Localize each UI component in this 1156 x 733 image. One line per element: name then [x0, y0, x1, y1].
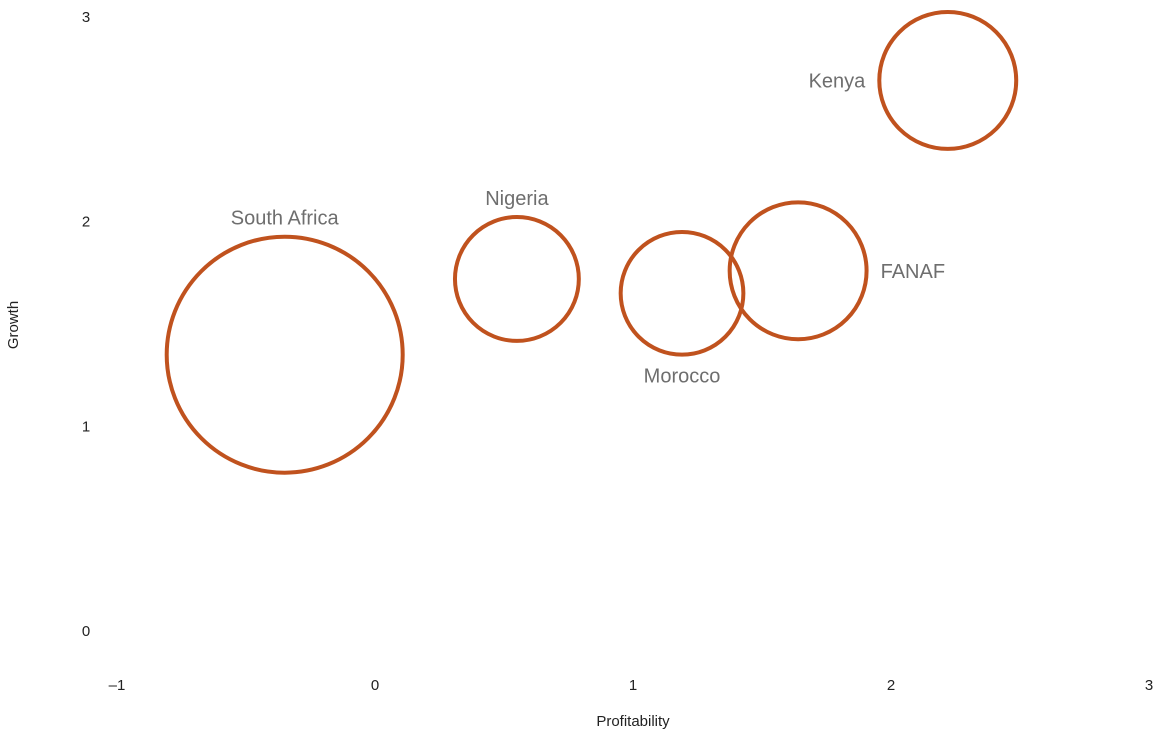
x-axis-title: Profitability	[596, 713, 670, 730]
x-tick-label: 1	[629, 677, 637, 694]
bubble	[164, 234, 405, 475]
y-tick-label: 2	[82, 214, 90, 231]
y-tick-label: 1	[82, 418, 90, 435]
y-tick-label: 3	[82, 9, 90, 26]
bubbles: South Africa Nigeria Morocco FANAF Kenya	[164, 9, 1019, 475]
bubble-label: Kenya	[809, 70, 867, 92]
bubble-label: FANAF	[881, 261, 945, 283]
bubble-label: South Africa	[231, 208, 340, 230]
x-tick-label: –1	[109, 677, 126, 694]
bubble	[452, 215, 581, 343]
bubble	[877, 9, 1019, 151]
x-tick-label: 3	[1145, 677, 1153, 694]
x-axis-ticks: –1 0 1 2 3	[109, 677, 1154, 694]
y-tick-label: 0	[82, 623, 90, 640]
x-tick-label: 2	[887, 677, 895, 694]
y-axis-title: Growth	[5, 301, 22, 349]
bubble	[727, 200, 869, 342]
bubble-label: Morocco	[644, 366, 721, 388]
bubble	[618, 229, 746, 357]
bubble-label: Nigeria	[485, 188, 549, 210]
x-tick-label: 0	[371, 677, 379, 694]
y-axis-ticks: 0 1 2 3	[82, 9, 90, 640]
